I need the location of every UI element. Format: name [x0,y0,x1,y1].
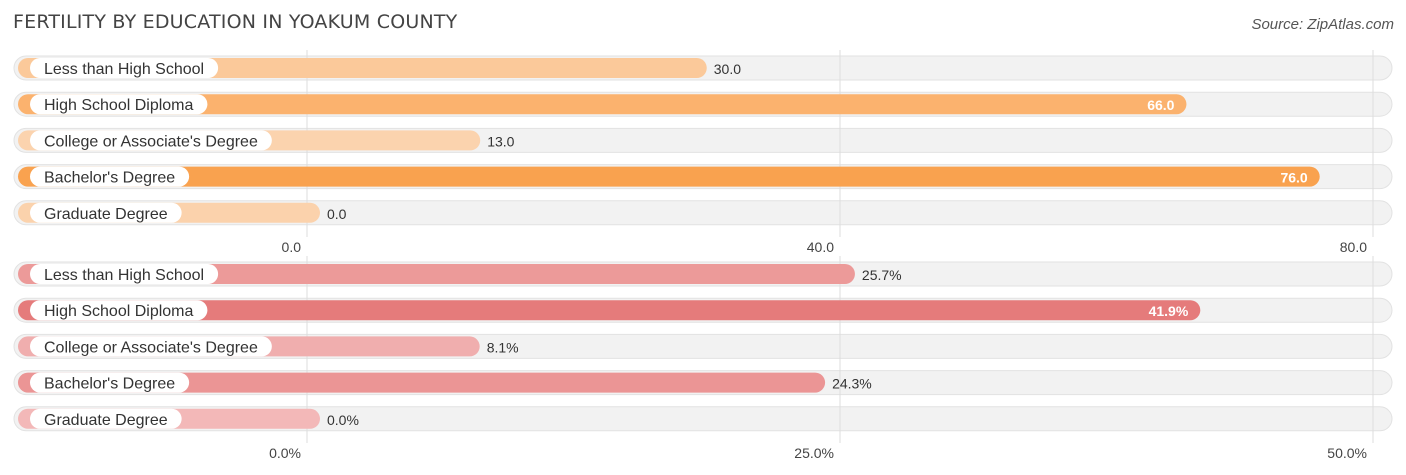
value-label: 66.0 [1147,97,1174,113]
bar-3 [18,372,826,393]
bar-0 [18,264,855,284]
label-pill [30,166,190,187]
label-pill [30,94,208,115]
category-label: Bachelor's Degree [44,376,175,393]
bar-1 [18,94,1187,115]
label-pill [30,202,182,223]
label-pill [30,372,190,393]
label-pill [30,408,182,429]
label-pill [30,336,272,357]
category-label: Less than High School [44,267,204,284]
label-pill [30,264,219,284]
bar-1 [18,300,1201,321]
category-label: Graduate Degree [44,206,168,223]
label-pill [30,58,219,78]
category-label: High School Diploma [44,97,194,114]
category-label: College or Associate's Degree [44,133,258,150]
row-background [13,200,1393,226]
tick-label: 0.0% [269,445,301,461]
value-label: 0.0% [327,412,359,428]
value-label: 13.0 [487,133,514,149]
value-label: 30.0 [714,61,741,77]
value-label: 24.3% [832,376,872,392]
tick-label: 25.0% [794,445,834,461]
value-label: 0.0 [327,206,347,222]
category-label: College or Associate's Degree [44,339,258,356]
category-label: Bachelor's Degree [44,170,175,187]
tick-label: 50.0% [1327,445,1367,461]
row-background [13,406,1393,432]
category-label: Less than High School [44,61,204,78]
value-label: 8.1% [487,339,519,355]
chart-title: FERTILITY BY EDUCATION IN YOAKUM COUNTY [13,11,458,33]
value-label: 25.7% [862,267,902,283]
category-label: Graduate Degree [44,412,168,429]
label-pill [30,300,208,321]
label-pill [30,130,272,151]
value-label: 76.0 [1280,170,1307,186]
category-label: High School Diploma [44,303,194,320]
tick-label: 40.0 [807,239,834,255]
bar-3 [18,166,1320,187]
source-label: Source: ZipAtlas.com [1251,16,1394,33]
tick-label: 80.0 [1340,239,1367,255]
value-label: 41.9% [1149,303,1189,319]
tick-label: 0.0 [282,239,302,255]
